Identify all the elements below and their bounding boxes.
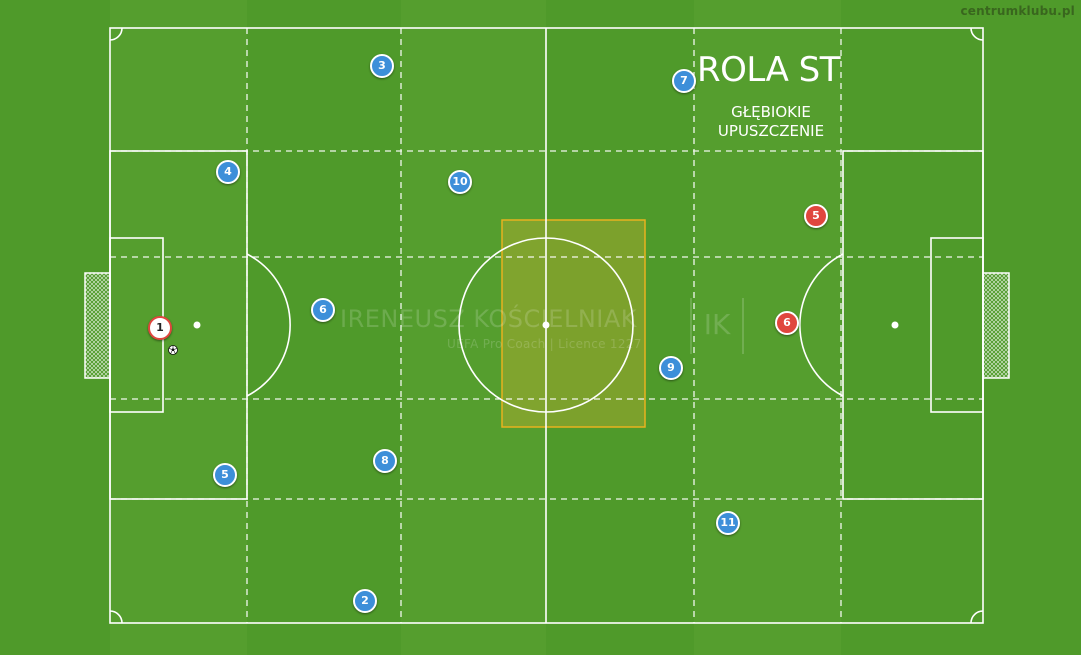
subtitle-line-2: UPUSZCZENIE <box>717 122 825 140</box>
diagram-title: ROLA ST <box>697 50 841 90</box>
blue-player-marker[interactable]: 11 <box>716 511 740 535</box>
blue-player-marker[interactable]: 9 <box>659 356 683 380</box>
site-label[interactable]: centrumklubu.pl <box>960 4 1075 18</box>
grass-stripes <box>110 0 841 655</box>
soccer-ball-icon[interactable] <box>168 345 178 355</box>
watermark-logo: IK <box>690 298 744 354</box>
blue-player-marker[interactable]: 5 <box>213 463 237 487</box>
blue-player-marker[interactable]: 6 <box>311 298 335 322</box>
blue-player-marker[interactable]: 3 <box>370 54 394 78</box>
pitch-spots <box>193 321 899 329</box>
blue-player-marker[interactable]: 8 <box>373 449 397 473</box>
watermark-logo-text: IK <box>703 308 731 341</box>
watermark-name: IRENEUSZ KOŚCIELNIAK <box>340 305 638 333</box>
red-player-marker[interactable]: 5 <box>804 204 828 228</box>
goal-left <box>84 272 111 379</box>
blue-player-marker[interactable]: 4 <box>216 160 240 184</box>
watermark-subtitle: UEFA Pro Coach | Licence 1227 <box>447 337 642 351</box>
subtitle-line-1: GŁĘBIOKIE <box>731 103 811 121</box>
zone-grid <box>110 28 983 623</box>
blue-player-marker[interactable]: 2 <box>353 589 377 613</box>
goalkeeper-marker[interactable]: 1 <box>148 316 172 340</box>
blue-player-marker[interactable]: 10 <box>448 170 472 194</box>
goal-right <box>982 272 1010 379</box>
blue-player-marker[interactable]: 7 <box>672 69 696 93</box>
highlight-zone <box>501 219 646 428</box>
red-player-marker[interactable]: 6 <box>775 311 799 335</box>
diagram-subtitle: GŁĘBIOKIE UPUSZCZENIE <box>698 103 844 141</box>
